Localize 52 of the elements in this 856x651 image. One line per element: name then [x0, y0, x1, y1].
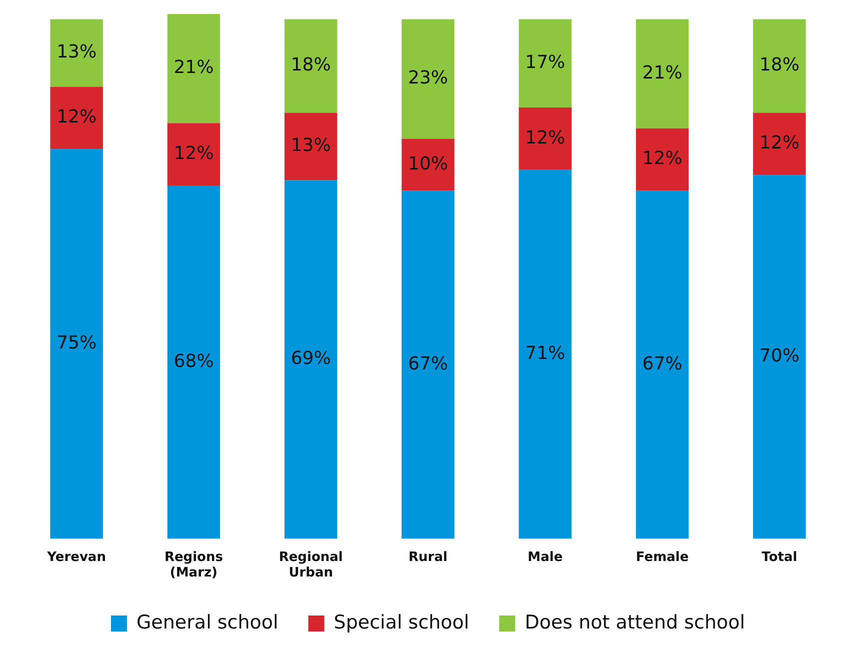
x-tick-label: Male: [528, 550, 563, 565]
x-tick-label: Female: [636, 550, 689, 565]
bar: [284, 19, 338, 113]
legend-label: Special school: [334, 611, 470, 634]
data-label: 12%: [759, 132, 800, 154]
bar: [518, 108, 572, 170]
bar: [402, 190, 454, 539]
bar: [518, 170, 572, 539]
bar: [167, 185, 220, 539]
x-tick-label: Total: [762, 550, 798, 565]
data-label: 69%: [290, 348, 331, 370]
data-label: 13%: [56, 42, 97, 63]
data-label: 18%: [759, 54, 800, 76]
bar: [167, 123, 220, 186]
bar: [636, 19, 689, 128]
data-label: 10%: [408, 153, 448, 174]
data-label: 71%: [525, 343, 566, 364]
data-label: 18%: [290, 54, 331, 76]
x-tick-label: Yerevan: [46, 550, 106, 565]
legend-label: Does not attend school: [524, 611, 746, 634]
data-label: 21%: [174, 57, 214, 78]
bar: [636, 190, 689, 539]
bar: [753, 175, 806, 539]
data-label: 67%: [408, 353, 448, 374]
data-label: 21%: [642, 62, 682, 84]
data-label: 13%: [290, 135, 331, 156]
data-label: 67%: [642, 353, 682, 374]
data-label: 70%: [759, 346, 800, 367]
data-label: 12%: [525, 127, 566, 148]
x-tick-label: Regional Urban: [278, 550, 343, 581]
bar: [518, 19, 572, 108]
bar: [284, 112, 338, 180]
data-label: 75%: [56, 332, 97, 354]
bar: [402, 19, 454, 139]
bar: [284, 180, 338, 539]
bar: [50, 149, 103, 539]
bar: [167, 14, 220, 124]
bar: [50, 86, 103, 150]
legend-label: General school: [136, 611, 278, 634]
data-label: 12%: [174, 142, 214, 164]
data-label: 12%: [642, 148, 682, 170]
bar: [402, 138, 454, 191]
data-label: 17%: [525, 52, 566, 74]
bar: [753, 112, 806, 176]
data-label: 68%: [174, 350, 214, 372]
x-tick-label: Rural: [408, 550, 448, 565]
data-label: 12%: [56, 106, 97, 128]
x-tick-label: Regions (Marz): [164, 550, 224, 581]
bar: [753, 19, 806, 113]
bar: [636, 128, 689, 191]
data-label: 23%: [408, 68, 448, 89]
bar: [50, 19, 103, 87]
